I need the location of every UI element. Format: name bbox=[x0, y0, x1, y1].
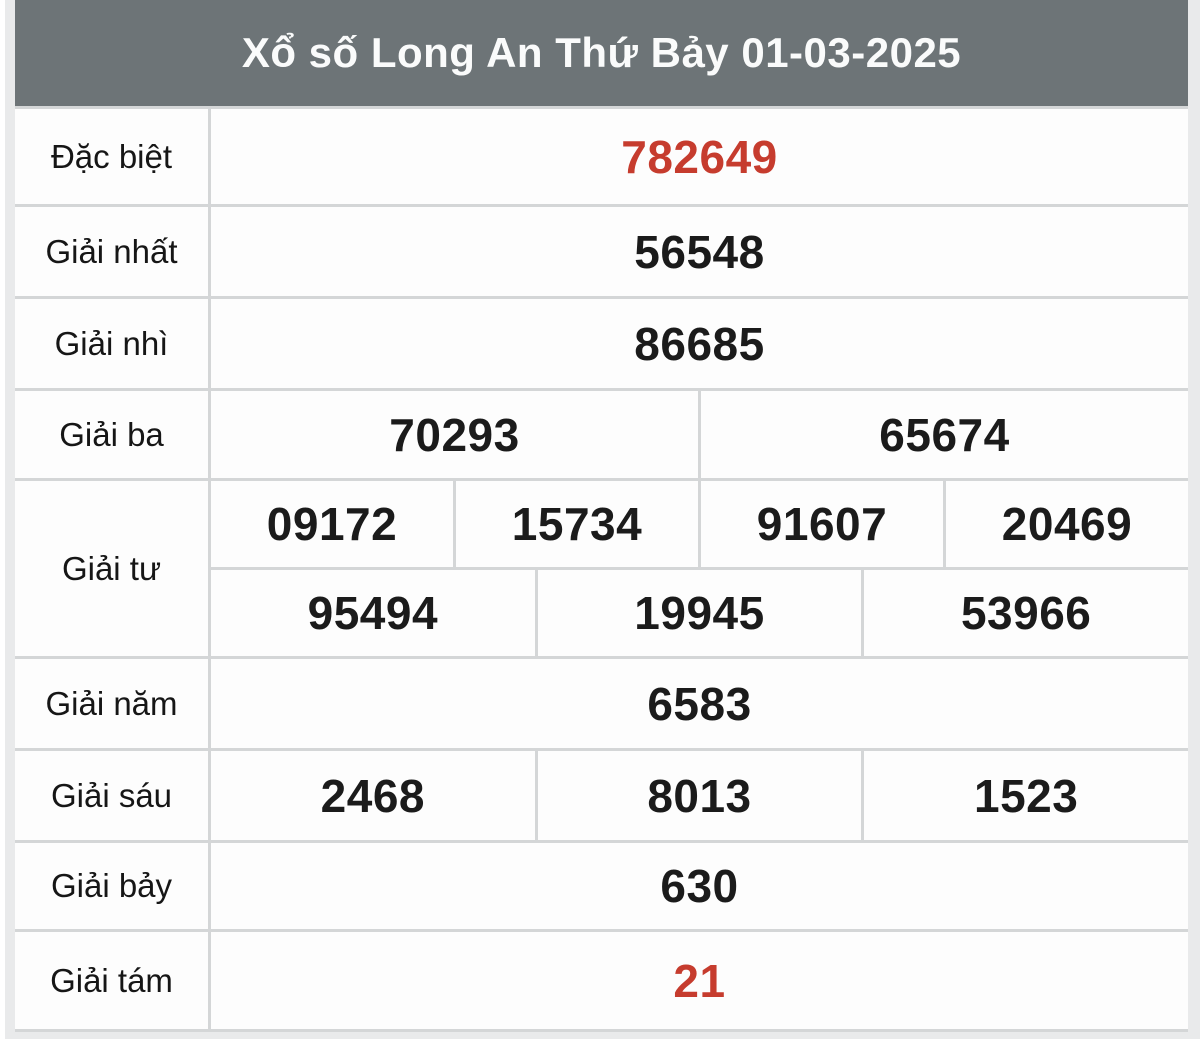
prize-label-giai-nhat: Giải nhất bbox=[15, 207, 208, 296]
prize-label-giai-ba: Giải ba bbox=[15, 391, 208, 478]
prize-value-giai-ba-2: 65674 bbox=[701, 391, 1188, 478]
prize-value-giai-tu-5: 95494 bbox=[211, 570, 535, 656]
prize-value-giai-tu-1: 09172 bbox=[211, 481, 453, 567]
prize-value-giai-tu-4: 20469 bbox=[945, 481, 1188, 567]
prize-value-giai-sau-2: 8013 bbox=[537, 751, 862, 840]
prize-value-giai-tu-2: 15734 bbox=[456, 481, 698, 567]
prize-label-giai-sau: Giải sáu bbox=[15, 751, 208, 840]
prize-label-giai-bay: Giải bảy bbox=[15, 843, 208, 929]
prize-value-giai-nhat: 56548 bbox=[211, 207, 1188, 296]
lottery-results-table: Xổ số Long An Thứ Bảy 01-03-2025 Đặc biệ… bbox=[15, 0, 1188, 1032]
screen-left-edge bbox=[0, 0, 5, 1039]
prize-value-giai-bay: 630 bbox=[211, 843, 1188, 929]
prize-value-giai-tam: 21 bbox=[211, 932, 1188, 1029]
prize-value-giai-tu-6: 19945 bbox=[537, 570, 862, 656]
prize-value-giai-sau-3: 1523 bbox=[864, 751, 1188, 840]
prize-value-giai-sau-1: 2468 bbox=[211, 751, 535, 840]
prize-value-giai-nam: 6583 bbox=[211, 659, 1188, 748]
prize-value-giai-ba-1: 70293 bbox=[211, 391, 698, 478]
prize-label-giai-nam: Giải năm bbox=[15, 659, 208, 748]
page-title: Xổ số Long An Thứ Bảy 01-03-2025 bbox=[15, 0, 1188, 106]
prize-label-giai-nhi: Giải nhì bbox=[15, 299, 208, 388]
prize-label-giai-tu: Giải tư bbox=[15, 481, 208, 656]
prize-value-dac-biet: 782649 bbox=[211, 109, 1188, 204]
prize-value-giai-nhi: 86685 bbox=[211, 299, 1188, 388]
prize-value-giai-tu-7: 53966 bbox=[864, 570, 1188, 656]
prize-label-giai-tam: Giải tám bbox=[15, 932, 208, 1029]
prize-value-giai-tu-3: 91607 bbox=[701, 481, 943, 567]
prize-label-dac-biet: Đặc biệt bbox=[15, 109, 208, 204]
